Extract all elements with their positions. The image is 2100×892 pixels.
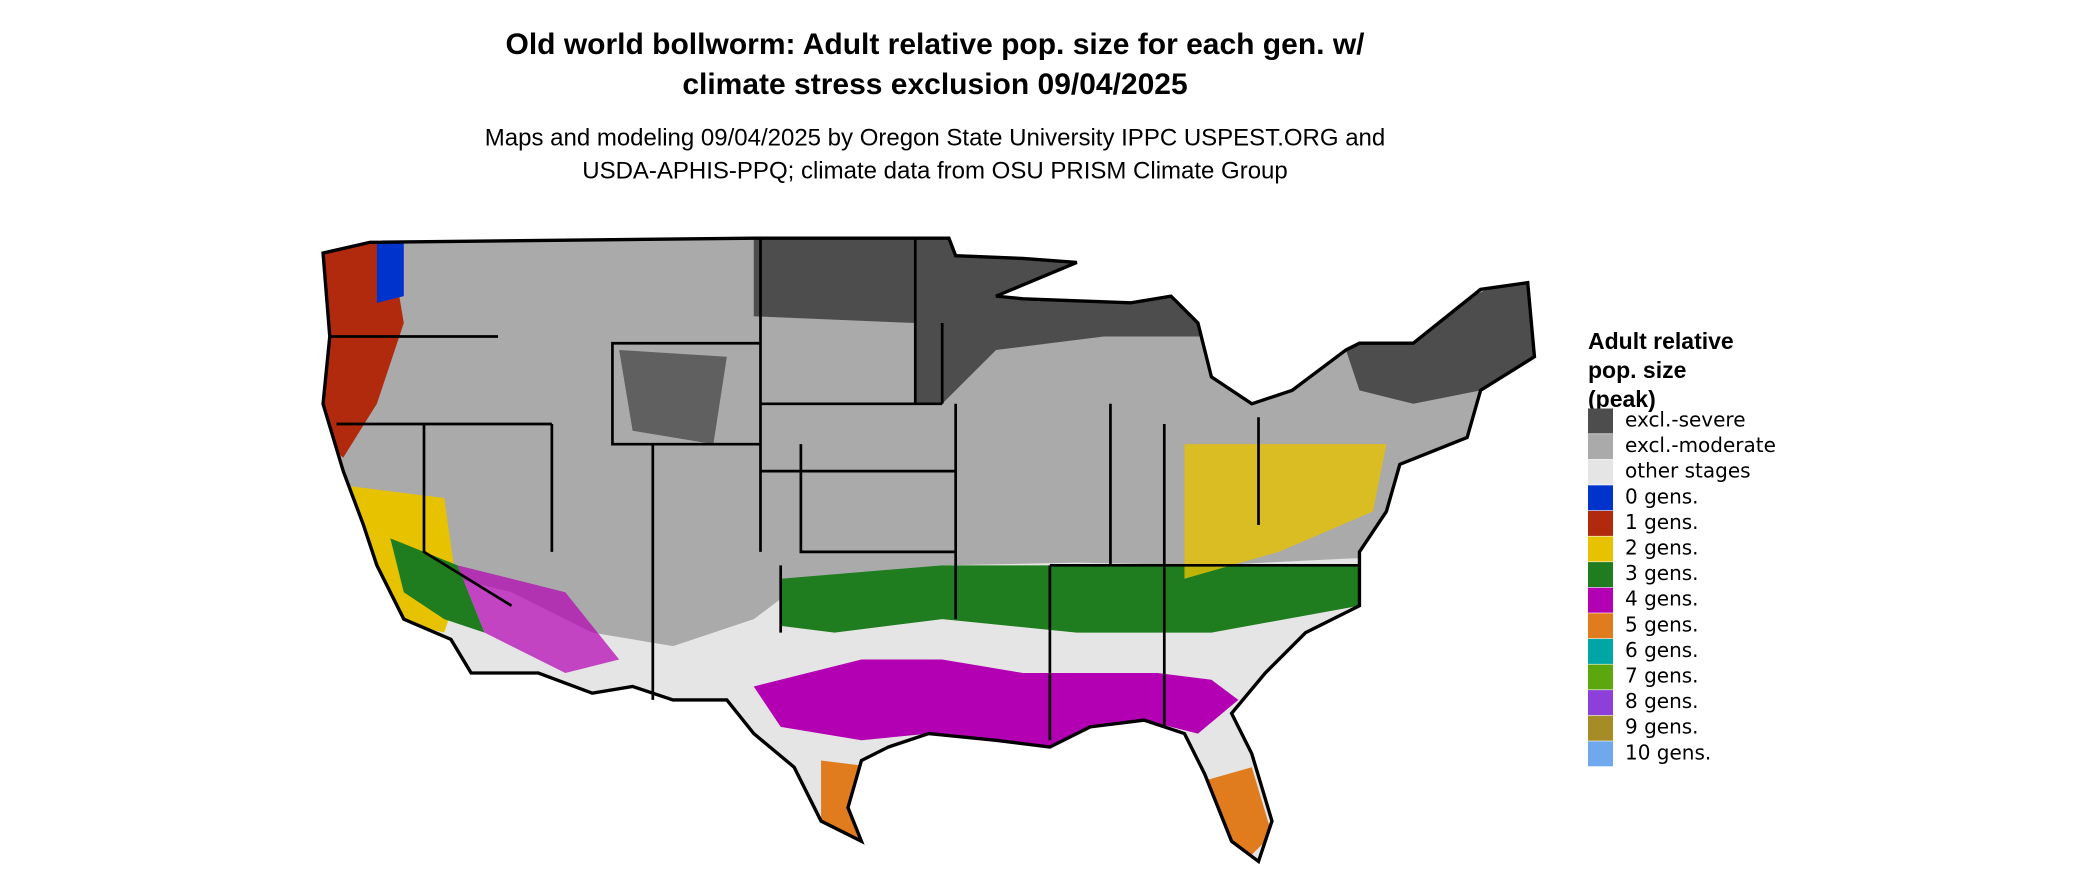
title-line: climate stress exclusion 09/04/2025 — [682, 68, 1187, 101]
legend-label: 6 gens. — [1625, 638, 1699, 662]
legend-title: pop. size — [1588, 357, 1686, 383]
legend: Adult relative pop. size (peak)excl.-sever… — [1588, 328, 1776, 767]
legend-label: excl.-severe — [1625, 408, 1746, 432]
legend-title: Adult relative — [1588, 328, 1734, 354]
legend-label: 1 gens. — [1625, 510, 1699, 534]
legend-label: 9 gens. — [1625, 715, 1699, 739]
legend-swatch — [1588, 587, 1613, 613]
legend-label: other stages — [1625, 459, 1751, 483]
legend-label: 5 gens. — [1625, 612, 1699, 636]
legend-swatch — [1588, 690, 1613, 716]
legend-swatch — [1588, 536, 1613, 562]
legend-label: 10 gens. — [1625, 740, 1711, 764]
legend-swatch — [1588, 715, 1613, 741]
legend-swatch — [1588, 638, 1613, 664]
title-line: Old world bollworm: Adult relative pop. … — [506, 28, 1366, 61]
legend-label: 7 gens. — [1625, 664, 1699, 688]
legend-label: 0 gens. — [1625, 484, 1699, 508]
legend-swatch — [1588, 408, 1613, 434]
legend-label: 3 gens. — [1625, 561, 1699, 585]
subtitle-line: Maps and modeling 09/04/2025 by Oregon S… — [485, 124, 1385, 151]
legend-label: excl.-moderate — [1625, 433, 1776, 457]
map — [321, 236, 1537, 865]
subtitle-line: USDA-APHIS-PPQ; climate data from OSU PR… — [582, 157, 1288, 184]
legend-swatch — [1588, 664, 1613, 690]
legend-label: 8 gens. — [1625, 689, 1699, 713]
legend-swatch — [1588, 434, 1613, 460]
legend-swatch — [1588, 485, 1613, 511]
legend-label: 2 gens. — [1625, 536, 1699, 560]
legend-swatch — [1588, 562, 1613, 588]
legend-swatch — [1588, 459, 1613, 485]
legend-swatch — [1588, 613, 1613, 639]
legend-title: (peak) — [1588, 386, 1656, 412]
legend-swatch — [1588, 510, 1613, 536]
legend-swatch — [1588, 741, 1613, 767]
legend-label: 4 gens. — [1625, 587, 1699, 611]
